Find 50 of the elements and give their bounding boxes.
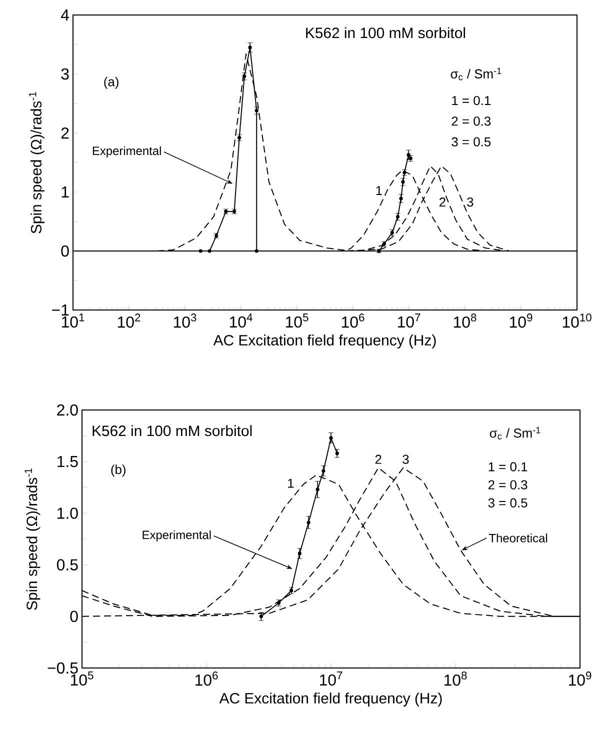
x-tick-label: 10$^{2}$	[118, 314, 140, 328]
y-tick-label: 1.0	[58, 508, 78, 519]
annotation: 3 = 0.5	[452, 137, 491, 146]
annotation: (a)	[104, 76, 118, 89]
x-tick-label: 10$^{7}$	[398, 314, 420, 328]
annotation: 3	[402, 454, 409, 464]
x-tick-label: 10$^{10}$	[562, 314, 592, 328]
x-tick-label: 10$^{5}$	[286, 314, 308, 328]
annotation: Experimental	[92, 146, 161, 158]
text: K562 in 100 mM sorbitol	[306, 27, 466, 38]
x-tick-label: 10$^{9}$	[569, 672, 592, 686]
x-tick-label: 10$^{4}$	[230, 314, 252, 328]
x-tick-label: 10$^{8}$	[444, 672, 467, 686]
y-tick-label: 2.0	[57, 404, 78, 416]
annotation: 1 = 0.1	[452, 96, 491, 106]
y-tick-label: 1.5	[58, 456, 78, 468]
annotation: 2	[439, 198, 446, 207]
text: K562 in 100 mM sorbitol	[92, 425, 252, 436]
y-tick-label: 1	[62, 186, 69, 198]
annotation: 2	[375, 454, 382, 464]
y-axis-title: Spin speed (Ω)/rads$^{-1}$	[28, 92, 44, 234]
y-tick-label: 0	[70, 610, 78, 622]
y-tick-label: −0.5	[48, 662, 78, 674]
annotation: (b)	[111, 464, 126, 477]
annotation: 3 = 0.5	[488, 498, 528, 508]
annotation: Theoretical	[489, 534, 548, 542]
y-tick-label: 0	[61, 245, 69, 257]
x-tick-label: 10$^{3}$	[174, 314, 196, 328]
annotation: 1	[376, 186, 382, 195]
y-tick-label: 4	[60, 10, 70, 20]
x-axis-title: AC Excitation field frequency (Hz)	[219, 692, 442, 706]
annotation: σ$_{c}$ / Sm$^{-1}$	[490, 427, 540, 440]
annotation: 2 = 0.3	[452, 116, 491, 126]
x-axis-title: AC Excitation field frequency (Hz)	[213, 334, 436, 348]
x-tick-label: 10$^{6}$	[342, 314, 364, 328]
annotation: 1	[288, 478, 294, 488]
y-axis-title: Spin speed (Ω)/rads$^{-1}$	[24, 468, 40, 610]
x-tick-label: 10$^{9}$	[510, 314, 532, 328]
x-tick-label: 10$^{7}$	[320, 672, 342, 686]
x-tick-label: 10$^{6}$	[196, 672, 218, 686]
y-tick-label: 2	[61, 127, 69, 139]
y-tick-label: −1	[52, 304, 69, 316]
annotation: 3	[467, 197, 474, 207]
x-tick-label: 10$^{8}$	[454, 314, 476, 328]
y-tick-label: 0.5	[56, 559, 78, 570]
y-tick-label: 3	[61, 68, 69, 80]
annotation: σ$_{c}$ / Sm$^{-1}$	[450, 68, 502, 80]
annotation: 1 = 0.1	[488, 462, 528, 472]
annotation: Experimental	[142, 530, 211, 542]
annotation: 2 = 0.3	[488, 480, 528, 490]
